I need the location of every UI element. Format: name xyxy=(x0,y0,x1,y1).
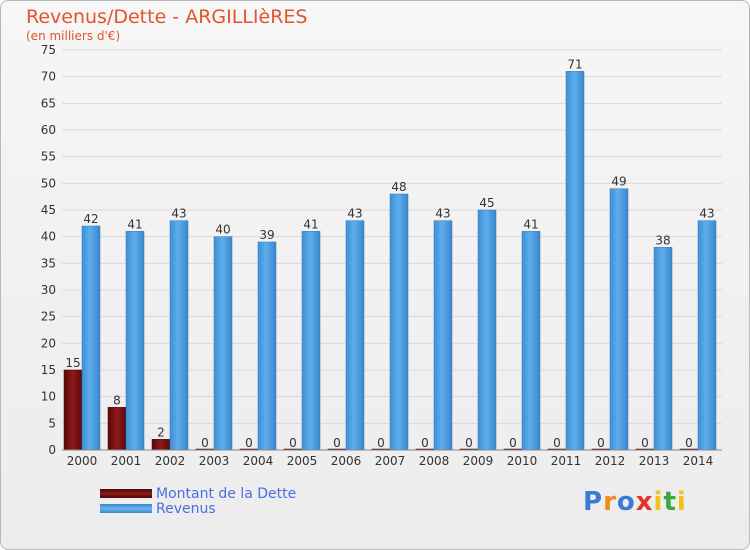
y-tick-label: 70 xyxy=(41,70,56,84)
proxiti-logo: Proxiti xyxy=(583,487,687,517)
logo-letter: P xyxy=(583,487,604,517)
bar-revenus xyxy=(477,209,497,451)
bar-revenus xyxy=(389,193,409,451)
data-label: 43 xyxy=(347,207,362,221)
data-label: 38 xyxy=(655,233,670,247)
bar-dette xyxy=(63,369,83,451)
data-label: 2 xyxy=(157,425,165,439)
bar-revenus xyxy=(213,236,233,451)
x-axis-ticks: 2000 2001 2002 2003 2004 2005 2006 2007 2008 2009… xyxy=(67,454,714,468)
y-tick-label: 55 xyxy=(41,150,56,164)
x-tick-label: 2004 xyxy=(243,454,274,468)
x-tick-label: 2008 xyxy=(419,454,450,468)
bar-revenus xyxy=(301,231,321,451)
data-label: 0 xyxy=(421,436,429,450)
logo-letter: i xyxy=(653,487,664,517)
bar-revenus xyxy=(345,220,365,451)
data-label: 0 xyxy=(289,436,297,450)
data-label: 0 xyxy=(245,436,253,450)
x-tick-label: 2012 xyxy=(595,454,626,468)
y-tick-label: 75 xyxy=(41,43,56,57)
data-label: 0 xyxy=(685,436,693,450)
y-tick-label: 0 xyxy=(48,443,56,457)
data-label: 71 xyxy=(567,57,582,71)
x-tick-label: 2002 xyxy=(155,454,186,468)
x-tick-label: 2011 xyxy=(551,454,582,468)
y-tick-label: 35 xyxy=(41,256,56,270)
bar-dette xyxy=(151,439,171,451)
y-tick-label: 40 xyxy=(41,230,56,244)
data-label: 45 xyxy=(479,196,494,210)
data-label: 15 xyxy=(65,356,80,370)
data-label: 0 xyxy=(553,436,561,450)
y-tick-label: 65 xyxy=(41,96,56,110)
x-tick-label: 2009 xyxy=(463,454,494,468)
data-label: 8 xyxy=(113,393,121,407)
data-label: 41 xyxy=(127,217,142,231)
legend-swatch-revenus xyxy=(100,504,152,513)
bar-revenus xyxy=(653,247,673,451)
y-tick-label: 15 xyxy=(41,363,56,377)
y-tick-label: 20 xyxy=(41,336,56,350)
logo-letter: r xyxy=(603,487,617,517)
data-label: 0 xyxy=(465,436,473,450)
data-label: 0 xyxy=(333,436,341,450)
logo-letter: x xyxy=(635,487,654,517)
bars xyxy=(63,71,717,451)
y-axis-ticks: 0 5 10 15 20 25 30 35 40 45 50 55 60 65 70 75 xyxy=(41,43,56,457)
y-tick-label: 25 xyxy=(41,310,56,324)
x-tick-label: 2001 xyxy=(111,454,142,468)
bar-revenus xyxy=(169,220,189,451)
data-label: 43 xyxy=(699,207,714,221)
logo-letter: o xyxy=(616,487,636,517)
bar-revenus xyxy=(125,231,145,451)
data-label: 42 xyxy=(83,212,98,226)
y-tick-label: 50 xyxy=(41,176,56,190)
x-tick-label: 2005 xyxy=(287,454,318,468)
data-label: 43 xyxy=(171,207,186,221)
legend-swatch-debt xyxy=(100,489,152,498)
bar-revenus xyxy=(257,241,277,451)
y-tick-label: 60 xyxy=(41,123,56,137)
x-tick-label: 2014 xyxy=(683,454,714,468)
data-label: 41 xyxy=(523,217,538,231)
y-tick-label: 30 xyxy=(41,283,56,297)
bar-revenus xyxy=(433,220,453,451)
x-tick-label: 2013 xyxy=(639,454,670,468)
x-tick-label: 2006 xyxy=(331,454,362,468)
data-label: 0 xyxy=(509,436,517,450)
bar-revenus xyxy=(697,220,717,451)
logo-letter: t xyxy=(663,487,677,517)
bar-revenus xyxy=(565,71,585,451)
data-label: 39 xyxy=(259,228,274,242)
data-label: 0 xyxy=(641,436,649,450)
data-labels: 15 42 8 41 2 43 0 40 0 39 0 41 0 43 0 48 0 43 0 45 0 41 0 71 0 49… xyxy=(65,57,714,450)
data-label: 0 xyxy=(597,436,605,450)
data-label: 0 xyxy=(201,436,209,450)
x-tick-label: 2003 xyxy=(199,454,230,468)
y-tick-label: 5 xyxy=(48,416,56,430)
y-tick-label: 45 xyxy=(41,203,56,217)
bar-revenus xyxy=(521,231,541,451)
logo-letter: i xyxy=(676,487,687,517)
chart-subtitle: (en milliers d'€) xyxy=(26,29,121,43)
data-label: 43 xyxy=(435,207,450,221)
bar-dette xyxy=(107,407,127,451)
data-label: 49 xyxy=(611,175,626,189)
bar-revenus xyxy=(609,188,629,451)
data-label: 48 xyxy=(391,180,406,194)
x-tick-label: 2000 xyxy=(67,454,98,468)
bar-revenus xyxy=(81,225,101,451)
chart-title: Revenus/Dette - ARGILLIèRES xyxy=(26,6,308,28)
y-tick-label: 10 xyxy=(41,390,56,404)
data-label: 40 xyxy=(215,223,230,237)
legend-label-revenus: Revenus xyxy=(156,501,216,517)
bar-chart: 0 5 10 15 20 25 30 35 40 45 50 55 60 65 70 75 15 42 8 41 2 4… xyxy=(41,43,722,468)
x-tick-label: 2010 xyxy=(507,454,538,468)
legend-label-debt: Montant de la Dette xyxy=(156,486,297,502)
data-label: 41 xyxy=(303,217,318,231)
x-tick-label: 2007 xyxy=(375,454,406,468)
data-label: 0 xyxy=(377,436,385,450)
